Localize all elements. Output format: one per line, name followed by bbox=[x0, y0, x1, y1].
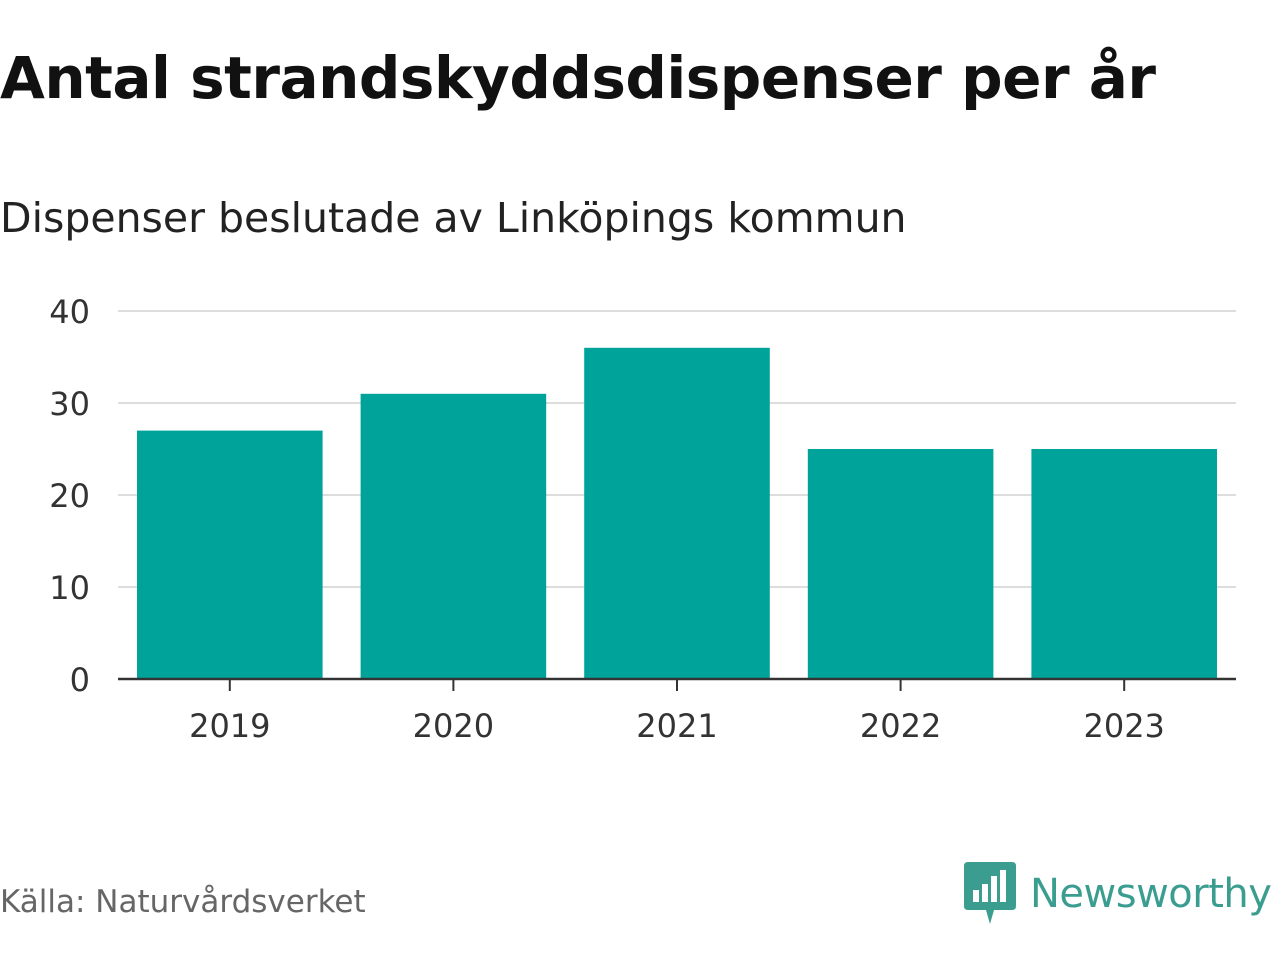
x-tick-label: 2022 bbox=[860, 707, 941, 745]
y-tick-label: 10 bbox=[49, 569, 90, 607]
chart-subtitle: Dispenser beslutade av Linköpings kommun bbox=[0, 194, 907, 242]
chart-title: Antal strandskyddsdispenser per år bbox=[0, 44, 1156, 112]
bar-2021 bbox=[584, 347, 770, 679]
x-tick-label: 2020 bbox=[413, 707, 494, 745]
brand-logo: Newsworthy bbox=[964, 862, 1272, 926]
x-tick-label: 2019 bbox=[189, 707, 270, 745]
y-tick-label: 20 bbox=[49, 477, 90, 515]
source-note: Källa: Naturvårdsverket bbox=[0, 884, 366, 920]
bar-2019 bbox=[137, 430, 323, 679]
brand-name: Newsworthy bbox=[1030, 871, 1272, 917]
y-tick-label: 30 bbox=[49, 385, 90, 423]
bar-2020 bbox=[360, 393, 547, 679]
bar-2022 bbox=[807, 449, 994, 679]
x-tick-label: 2023 bbox=[1083, 707, 1164, 745]
x-tick-label: 2021 bbox=[636, 707, 717, 745]
y-tick-label: 0 bbox=[70, 661, 90, 699]
newsworthy-logo-icon bbox=[964, 862, 1016, 924]
y-tick-label: 40 bbox=[49, 293, 90, 331]
bar-2023 bbox=[1031, 449, 1217, 679]
